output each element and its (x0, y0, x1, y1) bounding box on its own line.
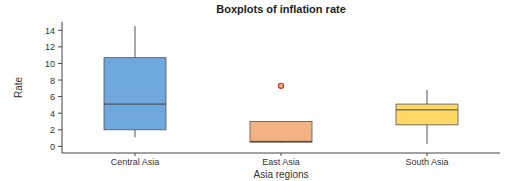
box (104, 58, 166, 130)
y-tick-label: 12 (45, 42, 55, 52)
y-tick (58, 96, 62, 97)
median-line (104, 104, 166, 105)
y-tick-label: 6 (50, 92, 55, 102)
y-tick-label: 4 (50, 109, 55, 119)
chart-svg: Boxplots of inflation rate 0 2 4 6 8 10 12 14 Rat… (0, 0, 510, 181)
y-tick-label: 10 (45, 59, 55, 69)
upper-whisker (135, 26, 136, 58)
y-tick-label: 14 (45, 26, 55, 36)
y-tick (58, 129, 62, 130)
y-tick (58, 63, 62, 64)
x-tick-label: South Asia (405, 157, 448, 167)
x-tick (281, 153, 282, 156)
y-axis-title: Rate (13, 77, 24, 99)
chart-container: Boxplots of inflation rate 0 2 4 6 8 10 12 14 Rat… (0, 0, 510, 181)
lower-whisker (427, 125, 428, 144)
y-tick (58, 146, 62, 147)
median-line (396, 109, 458, 110)
box (250, 121, 312, 142)
median-line (250, 141, 312, 142)
x-tick (427, 153, 428, 156)
chart-title: Boxplots of inflation rate (216, 3, 346, 15)
y-tick (58, 30, 62, 31)
y-tick (58, 113, 62, 114)
x-tick-label: Central Asia (111, 157, 160, 167)
outlier (278, 83, 283, 88)
lower-whisker (135, 130, 136, 137)
y-tick (58, 80, 62, 81)
y-tick-label: 8 (50, 76, 55, 86)
y-axis-line (62, 22, 63, 153)
y-tick-label: 2 (50, 125, 55, 135)
x-tick-label: East Asia (262, 157, 300, 167)
box (396, 104, 458, 125)
y-tick (58, 46, 62, 47)
upper-whisker (427, 90, 428, 104)
x-axis-title: Asia regions (253, 169, 308, 180)
marks (104, 26, 458, 144)
x-tick (135, 153, 136, 156)
y-tick-label: 0 (50, 142, 55, 152)
